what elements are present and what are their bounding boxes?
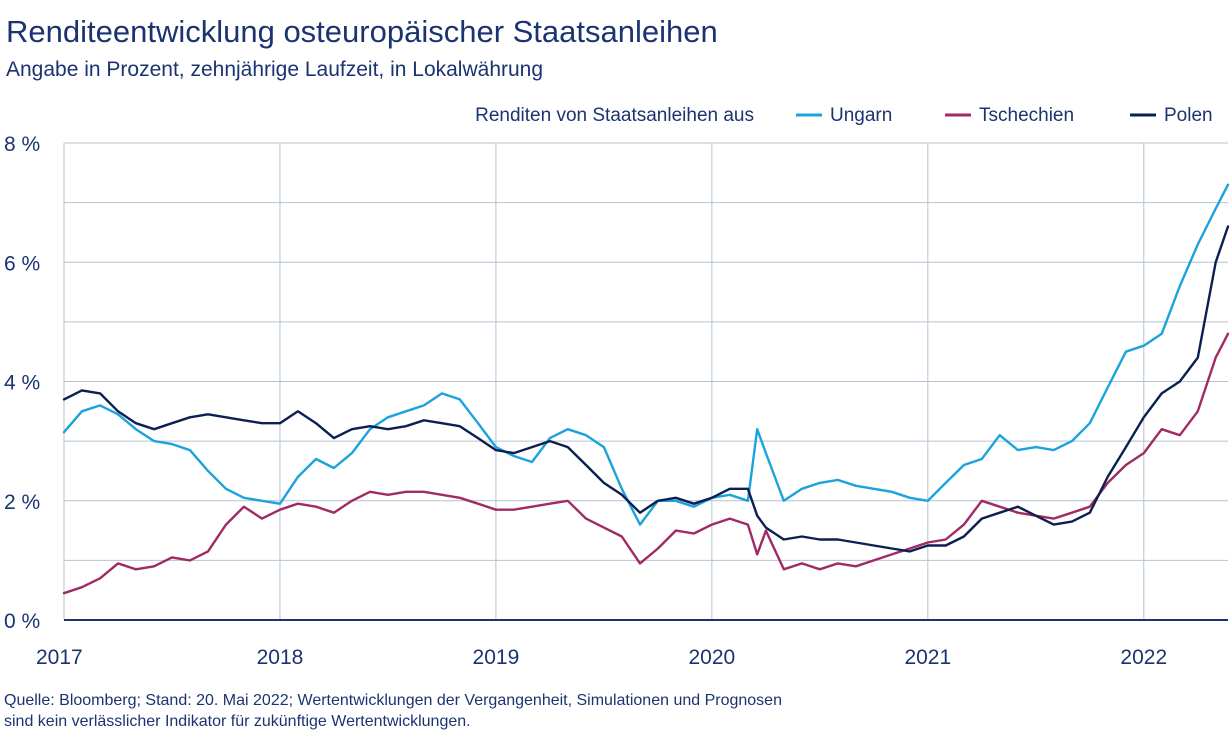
legend-label: Polen — [1164, 105, 1213, 126]
y-tick-label: 0 % — [4, 610, 40, 633]
y-tick-label: 8 % — [4, 133, 40, 156]
x-tick-label: 2019 — [473, 646, 520, 669]
x-tick-label: 2017 — [36, 646, 83, 669]
x-tick-label: 2022 — [1120, 646, 1167, 669]
series-line-tschechien — [62, 332, 1230, 595]
chart-title: Renditeentwicklung osteuropäischer Staat… — [6, 14, 718, 49]
y-tick-label: 6 % — [4, 252, 40, 275]
chart-subtitle: Angabe in Prozent, zehnjährige Laufzeit,… — [6, 58, 544, 81]
legend-label: Tschechien — [979, 105, 1074, 126]
y-tick-label: 2 % — [4, 491, 40, 514]
grid — [63, 142, 1228, 620]
series-lines — [62, 183, 1230, 595]
legend: Renditen von Staatsanleihen aus Ungarn Tsc… — [475, 105, 1212, 126]
source-note-line-2: sind kein verlässlicher Indikator für zu… — [4, 713, 471, 730]
source-note: Quelle: Bloomberg; Stand: 20. Mai 2022; … — [4, 690, 1104, 732]
series-line-ungarn — [62, 183, 1230, 526]
source-note-line-1: Quelle: Bloomberg; Stand: 20. Mai 2022; … — [4, 692, 782, 709]
x-tick-label: 2021 — [904, 646, 951, 669]
legend-label: Ungarn — [830, 105, 892, 126]
legend-title: Renditen von Staatsanleihen aus — [475, 105, 754, 126]
axes: 0 % 2 % 4 % 6 % 8 % 2017 2018 2019 2020 2021 2022 — [4, 133, 1228, 669]
y-tick-label: 4 % — [4, 372, 40, 395]
x-tick-label: 2020 — [689, 646, 736, 669]
x-tick-label: 2018 — [257, 646, 304, 669]
series-line-polen — [62, 225, 1230, 553]
